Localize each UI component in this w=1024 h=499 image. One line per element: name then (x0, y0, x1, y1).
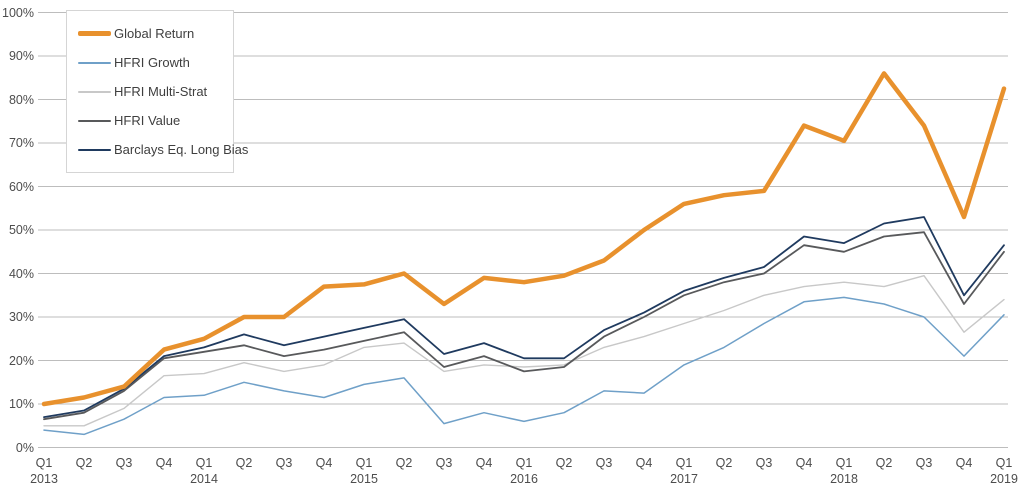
y-axis-label: 0% (15, 440, 34, 455)
y-axis-label: 10% (8, 397, 34, 411)
y-axis-label: 70% (8, 136, 34, 150)
x-axis-quarter-label: Q4 (475, 456, 493, 470)
x-axis-quarter-label: Q1 (675, 456, 693, 470)
series-line-hfri-value (43, 231, 1005, 421)
x-axis-year-label: 2016 (510, 472, 538, 486)
legend-item-hfri-value: HFRI Value (67, 106, 233, 135)
y-axis-label: 40% (8, 266, 34, 281)
legend-line-swatch (78, 148, 111, 151)
legend-item-hfri-multi-strat: HFRI Multi-Strat (67, 77, 233, 106)
x-axis-quarter-label: Q3 (595, 456, 613, 470)
legend-line-swatch (78, 61, 111, 64)
series-line-global-return (41, 71, 1007, 407)
y-axis-label: 100% (2, 5, 34, 20)
legend-label: HFRI Multi-Strat (114, 84, 208, 99)
y-axis-label: 60% (8, 179, 34, 194)
x-axis-quarter-label: Q2 (875, 456, 893, 470)
legend-label: Global Return (114, 26, 195, 41)
y-axis-label: 90% (8, 49, 34, 63)
x-axis-quarter-label: Q3 (755, 456, 773, 470)
x-axis-quarter-label: Q3 (435, 456, 453, 470)
series-line-hfri-multi-strat (43, 275, 1005, 427)
x-axis-quarter-label: Q3 (115, 456, 133, 470)
legend-label: HFRI Value (114, 113, 181, 128)
x-axis-quarter-label: Q1 (195, 456, 213, 470)
x-axis-quarter-label: Q4 (635, 456, 653, 470)
x-axis-quarter-label: Q4 (955, 456, 973, 470)
x-axis-quarter-label: Q2 (75, 456, 93, 470)
y-axis-label: 80% (8, 92, 34, 107)
x-axis-quarter-label: Q1 (835, 456, 853, 470)
y-axis-label: 30% (8, 310, 34, 324)
x-axis-year-label: 2017 (670, 472, 698, 486)
chart-legend: Global Return HFRI Growth HFRI Multi-Strat… (66, 10, 248, 173)
legend-line-swatch (78, 31, 111, 36)
x-axis-quarter-label: Q1 (995, 456, 1013, 470)
x-axis-quarter-label: Q1 (515, 456, 533, 470)
legend-item-global-return: Global Return (67, 19, 233, 48)
x-axis-quarter-label: Q4 (795, 456, 813, 470)
x-axis-quarter-label: Q3 (915, 456, 933, 470)
y-axis-label: 20% (8, 353, 34, 368)
x-axis-quarter-label: Q2 (715, 456, 733, 470)
x-axis-quarter-label: Q2 (395, 456, 413, 470)
series-line-hfri-growth (43, 296, 1005, 436)
series-line-barclays-eq-long-bias (43, 216, 1005, 419)
x-axis-year-label: 2014 (190, 472, 218, 486)
legend-label: Barclays Eq. Long Bias (114, 142, 249, 157)
x-axis-quarter-label: Q2 (235, 456, 253, 470)
x-axis-quarter-label: Q1 (35, 456, 53, 470)
legend-line-swatch (78, 90, 111, 93)
x-axis-year-label: 2018 (830, 472, 858, 486)
x-axis-quarter-label: Q4 (155, 456, 173, 470)
x-axis-year-label: 2013 (30, 472, 58, 486)
legend-line-swatch (78, 119, 111, 122)
x-axis-quarter-label: Q3 (275, 456, 293, 470)
y-axis-label: 50% (8, 223, 34, 237)
legend-label: HFRI Growth (114, 55, 190, 70)
x-axis-year-label: 2019 (990, 472, 1018, 486)
x-axis-quarter-label: Q1 (355, 456, 373, 470)
legend-item-hfri-growth: HFRI Growth (67, 48, 233, 77)
legend-item-barclays-eq-long-bias: Barclays Eq. Long Bias (67, 135, 248, 164)
x-axis-year-label: 2015 (350, 472, 378, 486)
x-axis-quarter-label: Q2 (555, 456, 573, 470)
x-axis-quarter-label: Q4 (315, 456, 333, 470)
